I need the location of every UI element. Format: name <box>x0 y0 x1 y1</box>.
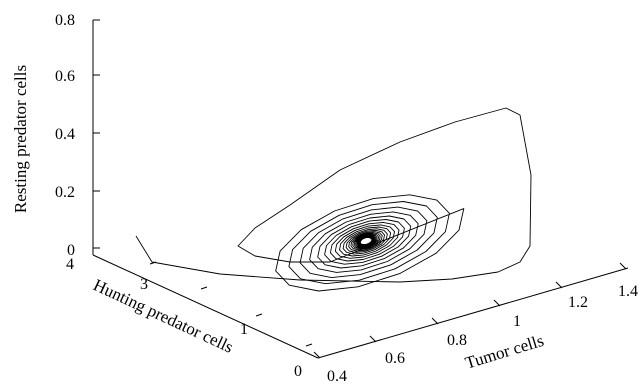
x-tick-label: 0.6 <box>385 350 405 367</box>
y-tick-label: 3 <box>140 276 148 293</box>
y-tick-label: 4 <box>66 256 74 273</box>
x-tick-mark <box>555 281 563 289</box>
y-tick-mark <box>305 343 313 347</box>
x-tick-label: 1 <box>513 313 521 330</box>
y-tick-label: 0 <box>294 363 302 380</box>
z-tick-label: 0.4 <box>55 126 75 143</box>
z-tick-label: 0 <box>67 242 75 259</box>
trajectory-outer-loop <box>135 107 532 283</box>
x-tick-mark <box>619 262 627 270</box>
x-tick-label: 1.2 <box>568 294 588 311</box>
x-axis-ticks <box>313 262 627 359</box>
x-tick-label: 0.4 <box>327 368 347 385</box>
trajectory-spiral <box>275 194 465 292</box>
y-tick-mark <box>200 286 208 290</box>
z-tick-label: 0.6 <box>55 68 75 85</box>
z-tick-label: 0.2 <box>55 184 75 201</box>
x-axis-line <box>317 267 629 359</box>
x-tick-mark <box>369 335 377 343</box>
z-axis-ticks <box>93 19 100 249</box>
y-axis-line <box>92 254 319 359</box>
x-tick-mark <box>313 351 321 359</box>
x-tick-label: 0.8 <box>447 332 467 349</box>
x-tick-mark <box>431 317 439 325</box>
x-tick-label: 1.4 <box>618 283 638 300</box>
y-tick-label: 1 <box>240 321 248 338</box>
x-tick-mark <box>493 299 501 307</box>
y-tick-mark <box>255 313 263 317</box>
z-axis-title: Resting predator cells <box>11 65 30 213</box>
trajectory-series <box>135 107 532 292</box>
z-tick-label: 0.8 <box>55 12 75 29</box>
x-axis-title: Tumor cells <box>463 331 546 373</box>
